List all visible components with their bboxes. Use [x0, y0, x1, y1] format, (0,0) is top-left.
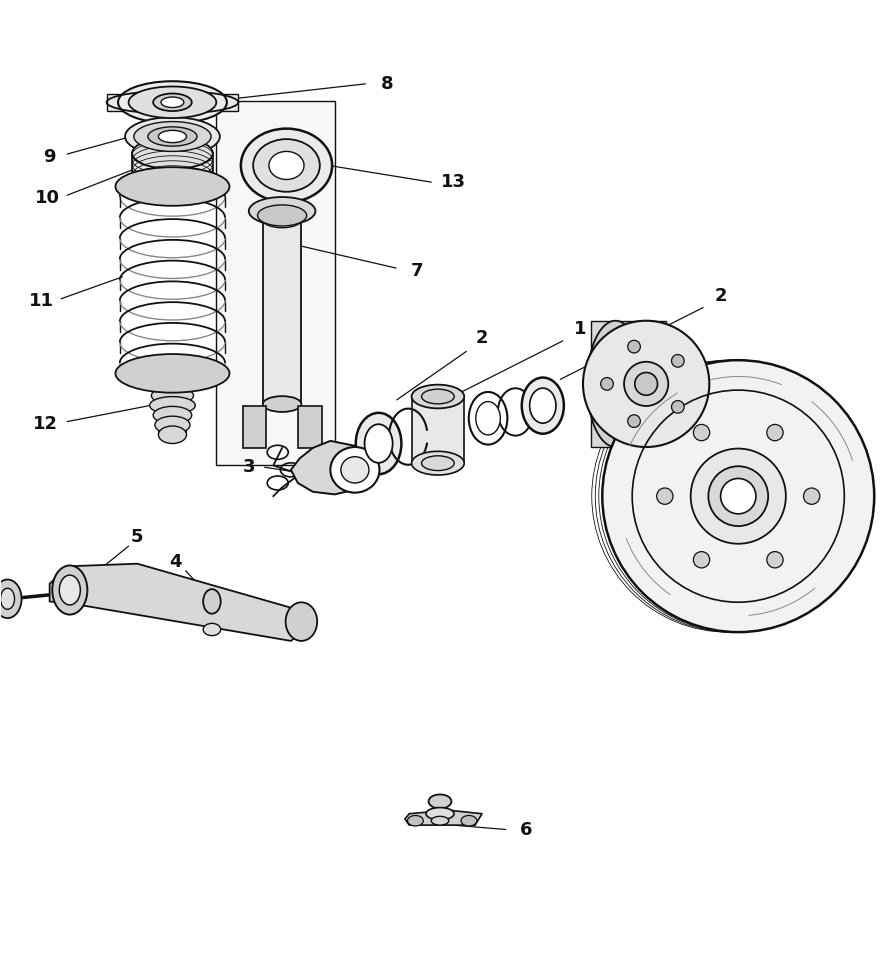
Circle shape [627, 414, 641, 427]
Ellipse shape [155, 367, 190, 384]
Ellipse shape [153, 407, 192, 424]
Polygon shape [590, 321, 666, 447]
Circle shape [656, 488, 673, 504]
Text: 8: 8 [381, 74, 393, 93]
Polygon shape [216, 101, 334, 466]
Ellipse shape [150, 377, 195, 394]
Ellipse shape [341, 457, 369, 483]
Ellipse shape [158, 130, 187, 143]
Ellipse shape [275, 199, 290, 206]
Circle shape [708, 467, 768, 526]
Ellipse shape [412, 451, 465, 475]
Text: 12: 12 [33, 415, 58, 433]
Ellipse shape [155, 416, 190, 434]
Ellipse shape [422, 389, 454, 404]
Ellipse shape [0, 580, 22, 618]
Polygon shape [243, 406, 267, 448]
Circle shape [766, 552, 783, 568]
Circle shape [583, 321, 709, 447]
Ellipse shape [203, 589, 221, 613]
Text: 2: 2 [715, 287, 727, 305]
Circle shape [671, 355, 684, 367]
Ellipse shape [125, 117, 220, 156]
Text: 5: 5 [131, 528, 143, 547]
Polygon shape [49, 564, 308, 640]
Ellipse shape [431, 816, 449, 825]
Ellipse shape [426, 808, 454, 820]
Ellipse shape [132, 137, 213, 169]
Polygon shape [405, 810, 482, 825]
Ellipse shape [258, 205, 306, 226]
Text: 7: 7 [411, 262, 423, 280]
Polygon shape [208, 94, 238, 111]
Ellipse shape [148, 127, 197, 146]
Ellipse shape [429, 794, 451, 809]
Ellipse shape [59, 575, 80, 605]
Ellipse shape [118, 81, 227, 124]
Circle shape [624, 362, 668, 406]
Circle shape [803, 488, 820, 504]
Polygon shape [298, 406, 321, 448]
Ellipse shape [132, 171, 213, 202]
Circle shape [691, 448, 786, 544]
Text: 10: 10 [34, 189, 60, 207]
Ellipse shape [241, 128, 332, 202]
Ellipse shape [128, 87, 216, 118]
Text: 1: 1 [574, 321, 587, 338]
Polygon shape [291, 440, 374, 495]
Ellipse shape [286, 603, 317, 640]
Ellipse shape [522, 378, 564, 434]
Text: 2: 2 [476, 329, 488, 347]
Ellipse shape [153, 94, 192, 111]
Polygon shape [412, 396, 465, 463]
Ellipse shape [407, 815, 423, 826]
Ellipse shape [115, 167, 230, 206]
Ellipse shape [412, 384, 465, 409]
Ellipse shape [461, 815, 477, 826]
Ellipse shape [161, 97, 184, 107]
Text: 13: 13 [441, 173, 466, 191]
Circle shape [693, 552, 709, 568]
Circle shape [721, 478, 756, 514]
Ellipse shape [203, 623, 221, 636]
Polygon shape [263, 220, 301, 404]
Text: 11: 11 [29, 292, 55, 309]
Text: 4: 4 [169, 553, 181, 571]
Ellipse shape [158, 426, 187, 443]
Ellipse shape [150, 397, 195, 414]
Ellipse shape [330, 447, 379, 493]
Ellipse shape [1, 588, 15, 610]
Circle shape [602, 360, 874, 632]
Circle shape [601, 378, 613, 390]
Ellipse shape [151, 386, 194, 405]
Ellipse shape [134, 122, 211, 152]
Circle shape [627, 340, 641, 353]
Ellipse shape [263, 396, 301, 412]
Polygon shape [106, 94, 137, 111]
Text: 3: 3 [243, 458, 255, 476]
Ellipse shape [356, 412, 401, 474]
Ellipse shape [587, 321, 644, 447]
Text: 6: 6 [520, 820, 532, 838]
Polygon shape [132, 154, 213, 186]
Ellipse shape [115, 355, 230, 392]
Ellipse shape [530, 388, 556, 423]
Ellipse shape [422, 456, 454, 470]
Ellipse shape [364, 424, 392, 463]
Circle shape [671, 401, 684, 413]
Circle shape [766, 424, 783, 440]
Ellipse shape [263, 212, 301, 228]
Text: 9: 9 [43, 148, 56, 166]
Ellipse shape [476, 402, 501, 435]
Ellipse shape [269, 152, 304, 180]
Ellipse shape [249, 197, 315, 225]
Circle shape [693, 424, 709, 440]
Circle shape [634, 373, 657, 395]
Ellipse shape [253, 139, 319, 192]
Ellipse shape [52, 565, 87, 614]
